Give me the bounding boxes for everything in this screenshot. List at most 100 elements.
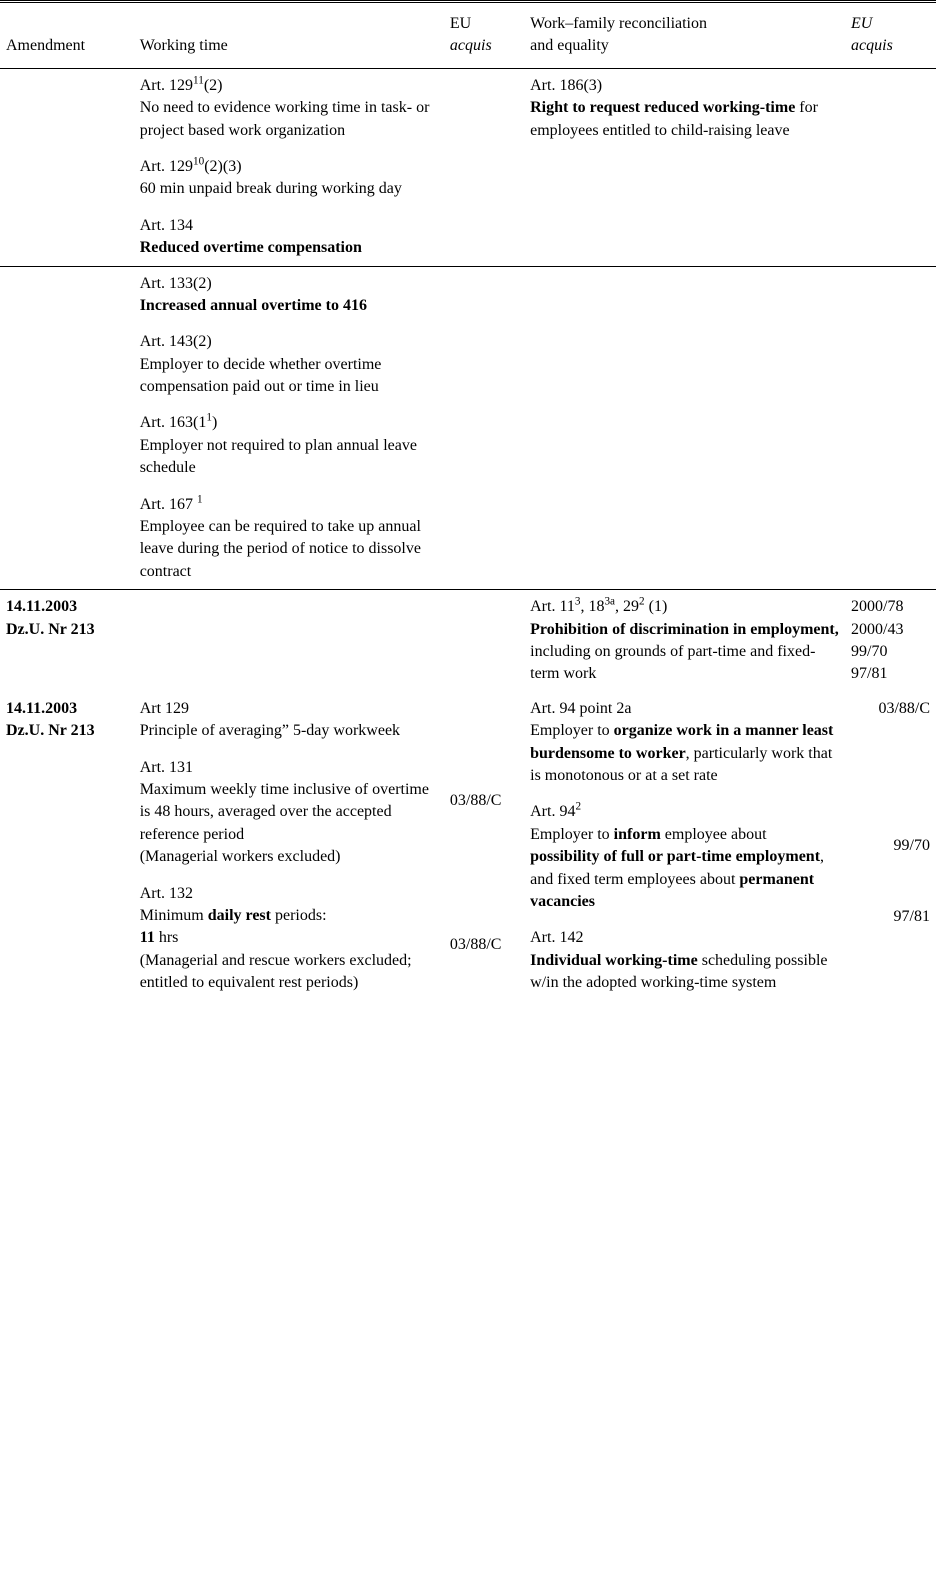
directive-ref: 03/88/C	[450, 936, 502, 953]
text: acquis	[851, 37, 893, 54]
cell-eu-acquis-1	[444, 266, 524, 590]
directive-ref: 97/81	[851, 665, 887, 682]
article-block: Art. 131 Maximum weekly time inclusive o…	[140, 757, 438, 869]
text: Employer to	[530, 826, 614, 843]
text: possibility of full or part-time employm…	[530, 848, 820, 865]
text: Right to request reduced working-time	[530, 99, 795, 116]
article-note: (Managerial workers excluded)	[140, 848, 341, 865]
cell-amendment: 14.11.2003 Dz.U. Nr 213	[0, 590, 134, 692]
directive-ref: 2000/43	[851, 621, 903, 638]
table-row: 14.11.2003 Dz.U. Nr 213 Art. 113, 183a, …	[0, 590, 936, 692]
text: (2)(3)	[204, 158, 241, 175]
spacer	[851, 858, 930, 906]
article-ref: Art 129	[140, 700, 189, 717]
legislation-table: Amendment Working time EU acquis Work–fa…	[0, 0, 936, 1000]
directive-ref: 99/70	[894, 837, 930, 854]
text: (2)	[204, 77, 223, 94]
col-header-work-family: Work–family reconciliation and equality	[524, 2, 845, 69]
article-block: Art. 133(2) Increased annual overtime to…	[140, 273, 438, 318]
text: periods:	[271, 907, 327, 924]
text: , 18	[580, 598, 604, 615]
cell-work-family: Art. 94 point 2a Employer to organize wo…	[524, 692, 845, 1001]
cell-eu-acquis-1	[444, 68, 524, 266]
col-header-eu-acquis-1: EU acquis	[444, 2, 524, 69]
cell-eu-acquis-2: 2000/78 2000/43 99/70 97/81	[845, 590, 936, 692]
cell-eu-acquis-2	[845, 266, 936, 590]
article-note: (Managerial and rescue workers excluded;…	[140, 952, 412, 991]
cell-working-time: Art. 133(2) Increased annual overtime to…	[134, 266, 444, 590]
table-row: Art. 133(2) Increased annual overtime to…	[0, 266, 936, 590]
text: including on grounds of part-time and fi…	[530, 643, 815, 682]
article-ref: Art. 94 point 2a	[530, 700, 631, 717]
superscript: 2	[575, 801, 581, 813]
article-ref: Art. 94	[530, 803, 575, 820]
text: employee about	[661, 826, 767, 843]
text: and equality	[530, 37, 609, 54]
text: EU	[851, 15, 872, 32]
amendment-ref: Dz.U. Nr 213	[6, 722, 95, 739]
article-block: Art. 186(3) Right to request reduced wor…	[530, 75, 839, 142]
table-header-row: Amendment Working time EU acquis Work–fa…	[0, 2, 936, 69]
text: Working time	[140, 37, 228, 54]
article-block: Art. 143(2) Employer to decide whether o…	[140, 331, 438, 398]
article-ref: Art. 134	[140, 217, 193, 234]
col-header-amendment: Amendment	[0, 2, 134, 69]
article-block: Art. 142 Individual working-time schedul…	[530, 927, 839, 994]
article-block: Art. 12911(2) No need to evidence workin…	[140, 75, 438, 142]
article-body: Reduced overtime compensation	[140, 239, 362, 256]
article-block: Art. 163(11) Employer not required to pl…	[140, 412, 438, 479]
text: inform	[614, 826, 661, 843]
cell-eu-acquis-1	[444, 590, 524, 692]
text: (1)	[645, 598, 668, 615]
article-block: Art. 134 Reduced overtime compensation	[140, 215, 438, 260]
article-ref: Art. 167	[140, 496, 193, 513]
cell-working-time: Art 129 Principle of averaging” 5-day wo…	[134, 692, 444, 1001]
article-block: Art. 942 Employer to inform employee abo…	[530, 801, 839, 913]
text: daily rest	[208, 907, 271, 924]
text: Prohibition of discrimination in employm…	[530, 621, 839, 638]
article-ref: Art. 163(1	[140, 414, 207, 431]
article-body: Employer not required to plan annual lea…	[140, 437, 417, 476]
cell-working-time	[134, 590, 444, 692]
amendment-ref: Dz.U. Nr 213	[6, 621, 95, 638]
text: Minimum	[140, 907, 208, 924]
article-block: Art. 94 point 2a Employer to organize wo…	[530, 698, 839, 788]
cell-eu-acquis-1: 03/88/C 03/88/C	[444, 692, 524, 1001]
text: 11	[140, 929, 155, 946]
article-block: Art 129 Principle of averaging” 5-day wo…	[140, 698, 438, 743]
col-header-working-time: Working time	[134, 2, 444, 69]
article-ref: Art. 129	[140, 77, 193, 94]
cell-amendment	[0, 266, 134, 590]
text: Individual working-time	[530, 952, 698, 969]
cell-work-family: Art. 186(3) Right to request reduced wor…	[524, 68, 845, 266]
table-row: Art. 12911(2) No need to evidence workin…	[0, 68, 936, 266]
article-body: Employee can be required to take up annu…	[140, 518, 421, 580]
article-body: Maximum weekly time inclusive of overtim…	[140, 781, 429, 843]
cell-eu-acquis-2: 03/88/C 99/70 97/81	[845, 692, 936, 1001]
text: hrs	[155, 929, 179, 946]
text: Employer to	[530, 722, 614, 739]
text: Work–family reconciliation	[530, 15, 707, 32]
col-header-eu-acquis-2: EU acquis	[845, 2, 936, 69]
superscript: 3a	[604, 596, 615, 608]
directive-ref: 2000/78	[851, 598, 903, 615]
cell-working-time: Art. 12911(2) No need to evidence workin…	[134, 68, 444, 266]
article-ref: Art. 186(3)	[530, 77, 602, 94]
spacer	[851, 720, 930, 835]
directive-ref: 99/70	[851, 643, 887, 660]
directive-ref: 03/88/C	[450, 792, 502, 809]
superscript: 11	[193, 74, 204, 86]
article-body: Increased annual overtime to 416	[140, 297, 367, 314]
cell-work-family: Art. 113, 183a, 292 (1) Prohibition of d…	[524, 590, 845, 692]
article-body: Principle of averaging” 5-day workweek	[140, 722, 400, 739]
superscript: 10	[193, 156, 204, 168]
article-body: 60 min unpaid break during working day	[140, 180, 402, 197]
directive-ref: 97/81	[894, 908, 930, 925]
text: acquis	[450, 37, 492, 54]
cell-amendment: 14.11.2003 Dz.U. Nr 213	[0, 692, 134, 1001]
article-ref: Art. 131	[140, 759, 193, 776]
text: )	[212, 414, 217, 431]
article-block: Art. 113, 183a, 292 (1) Prohibition of d…	[530, 596, 839, 686]
text: Art. 11	[530, 598, 575, 615]
amendment-date: 14.11.2003	[6, 598, 77, 615]
